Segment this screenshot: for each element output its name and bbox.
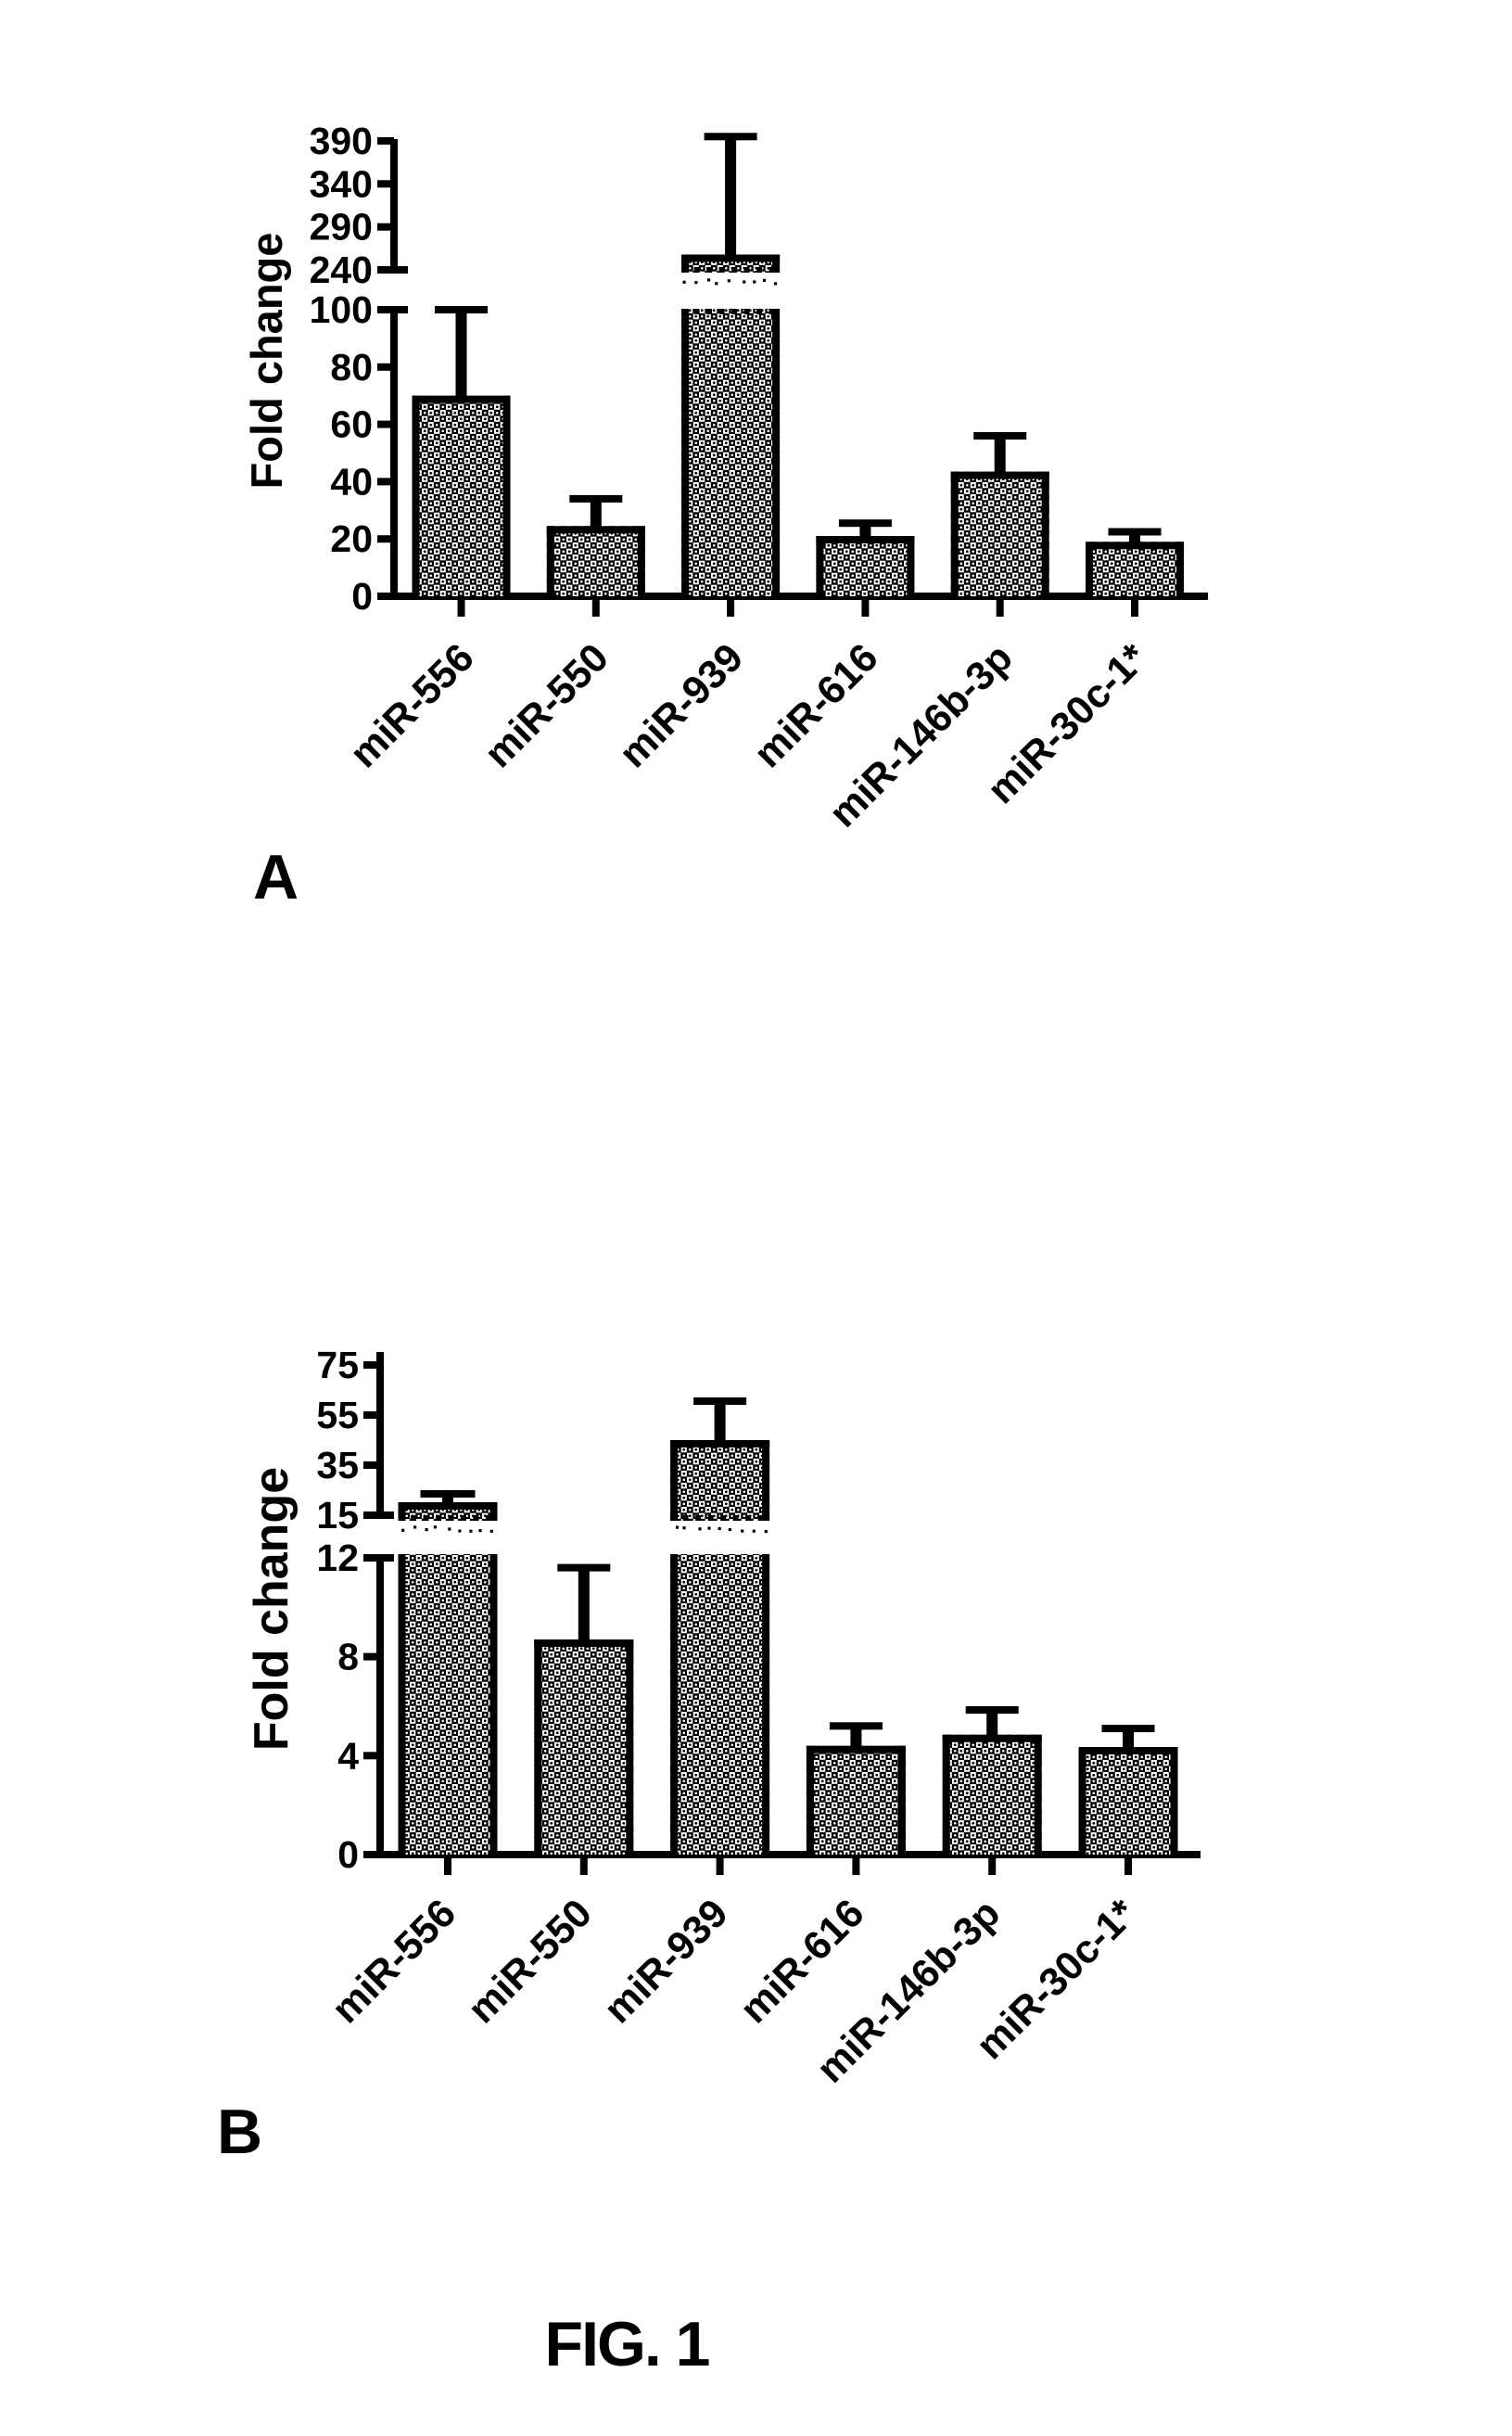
svg-text:390: 390 <box>310 120 373 162</box>
svg-text:8: 8 <box>337 1636 359 1678</box>
svg-text:miR-616: miR-616 <box>745 635 886 776</box>
svg-text:20: 20 <box>330 517 373 560</box>
svg-text:A: A <box>253 842 299 912</box>
svg-text:4: 4 <box>337 1734 359 1777</box>
svg-text:miR-556: miR-556 <box>324 1891 464 2032</box>
svg-text:Fold change: Fold change <box>242 233 291 490</box>
svg-text:240: 240 <box>310 249 373 291</box>
svg-text:B: B <box>217 2097 262 2167</box>
svg-text:340: 340 <box>310 162 373 205</box>
svg-text:75: 75 <box>316 1344 359 1386</box>
svg-text:35: 35 <box>316 1444 359 1486</box>
svg-text:0: 0 <box>337 1833 359 1876</box>
svg-text:miR-939: miR-939 <box>595 1891 736 2032</box>
svg-text:290: 290 <box>310 206 373 249</box>
svg-text:miR-939: miR-939 <box>611 635 752 776</box>
svg-text:100: 100 <box>310 288 373 331</box>
svg-text:miR-550: miR-550 <box>476 635 617 776</box>
svg-text:55: 55 <box>316 1394 359 1436</box>
svg-text:0: 0 <box>351 575 373 618</box>
svg-text:15: 15 <box>316 1494 359 1537</box>
svg-text:FIG. 1: FIG. 1 <box>545 2309 709 2379</box>
svg-text:40: 40 <box>330 460 373 503</box>
svg-text:miR-616: miR-616 <box>731 1891 872 2032</box>
svg-text:miR-550: miR-550 <box>460 1891 601 2032</box>
svg-text:miR-556: miR-556 <box>341 635 482 776</box>
svg-text:60: 60 <box>330 403 373 446</box>
svg-text:Fold change: Fold change <box>245 1467 299 1751</box>
svg-text:80: 80 <box>330 346 373 389</box>
svg-text:12: 12 <box>316 1537 359 1579</box>
